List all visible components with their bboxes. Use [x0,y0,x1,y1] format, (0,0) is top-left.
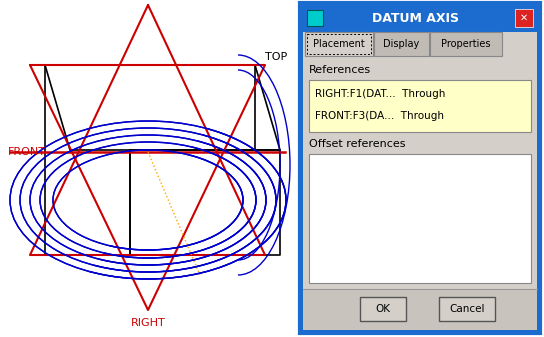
Bar [303,6,537,29]
Bar [305,32,373,56]
Bar [309,154,531,283]
Bar [430,32,502,56]
Text: TOP: TOP [265,52,287,62]
Bar [515,9,533,27]
Bar [439,297,495,321]
Bar [374,32,429,56]
Text: Offset references: Offset references [309,139,405,149]
Text: Properties: Properties [441,39,491,49]
Text: Placement: Placement [313,39,365,49]
Text: RIGHT:F1(DAT...  Through: RIGHT:F1(DAT... Through [315,89,446,99]
Text: FRONT:F3(DA...  Through: FRONT:F3(DA... Through [315,111,444,121]
Text: References: References [309,65,371,75]
Bar [307,10,323,26]
Text: Display: Display [384,39,419,49]
Bar [307,34,371,54]
Text: RIGHT: RIGHT [131,318,165,328]
Bar [303,289,537,330]
Text: FRONT: FRONT [8,147,46,157]
Bar [300,3,540,333]
Text: ✕: ✕ [520,13,528,23]
Text: OK: OK [375,304,391,314]
Text: DATUM AXIS: DATUM AXIS [372,12,459,26]
Bar [309,80,531,132]
Bar [303,32,537,330]
Bar [360,297,406,321]
Text: Cancel: Cancel [449,304,485,314]
